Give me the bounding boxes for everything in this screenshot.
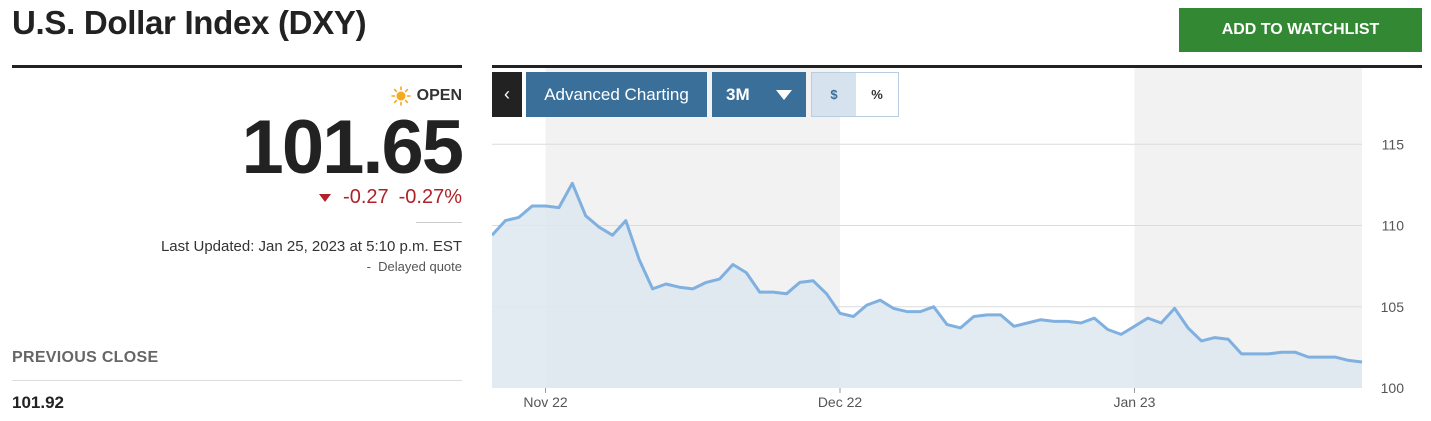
down-triangle-icon bbox=[319, 193, 332, 202]
dollar-mode-button[interactable]: $ bbox=[812, 73, 856, 116]
sun-icon bbox=[390, 86, 411, 106]
last-updated: Last Updated: Jan 25, 2023 at 5:10 p.m. … bbox=[160, 238, 462, 255]
percent-mode-button[interactable]: % bbox=[856, 73, 898, 116]
value-mode-toggle: $ % bbox=[811, 72, 899, 117]
series-line bbox=[490, 181, 1363, 364]
change-row: -0.27 -0.27% bbox=[319, 186, 462, 209]
add-to-watchlist-button[interactable]: ADD TO WATCHLIST bbox=[1179, 8, 1422, 52]
chevron-down-icon bbox=[776, 89, 792, 100]
area-fill bbox=[492, 183, 1362, 388]
divider bbox=[12, 65, 462, 68]
chart-svg[interactable]: 100 105 110 115 Nov 22 Dec 22 Jan 23 bbox=[490, 68, 1422, 421]
change-value: -0.27 bbox=[343, 186, 389, 208]
y-tick-label: 105 bbox=[1381, 299, 1405, 315]
divider bbox=[12, 380, 462, 381]
chevron-left-icon: ‹ bbox=[504, 84, 510, 104]
price-value: 101.65 bbox=[241, 105, 464, 190]
market-status: OPEN bbox=[390, 86, 462, 106]
status-label: OPEN bbox=[416, 87, 462, 104]
divider bbox=[492, 65, 1422, 68]
divider bbox=[416, 222, 462, 223]
range-dropdown[interactable]: 3M bbox=[712, 72, 806, 117]
y-tick-label: 115 bbox=[1382, 136, 1405, 152]
range-label: 3M bbox=[726, 84, 750, 104]
chart-toolbar: ‹ Advanced Charting 3M $ % bbox=[492, 72, 899, 117]
delayed-quote: - Delayed quote bbox=[366, 259, 462, 274]
advanced-charting-button[interactable]: Advanced Charting bbox=[526, 72, 707, 117]
collapse-button[interactable]: ‹ bbox=[492, 72, 522, 117]
x-tick-label: Nov 22 bbox=[523, 394, 568, 410]
y-tick-label: 100 bbox=[1381, 380, 1405, 396]
previous-close-label: PREVIOUS CLOSE bbox=[12, 349, 159, 366]
page-title: U.S. Dollar Index (DXY) bbox=[12, 4, 367, 41]
x-tick-label: Jan 23 bbox=[1113, 394, 1155, 410]
change-percent: -0.27% bbox=[398, 186, 462, 208]
x-tick-label: Dec 22 bbox=[818, 394, 863, 410]
previous-close-value: 101.92 bbox=[12, 393, 64, 412]
y-tick-label: 110 bbox=[1382, 218, 1405, 234]
price-chart[interactable]: 100 105 110 115 Nov 22 Dec 22 Jan 23 bbox=[490, 68, 1422, 421]
